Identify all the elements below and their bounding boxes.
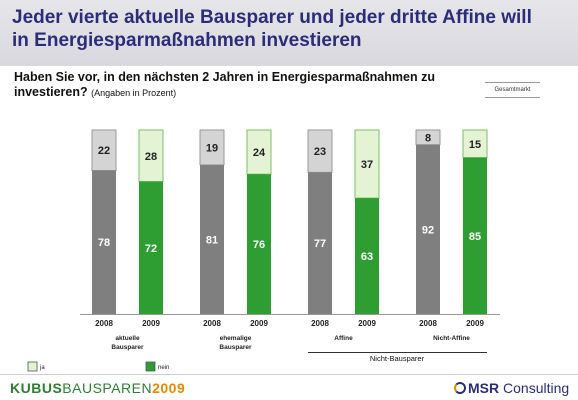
value-label-nein: 92 <box>422 224 434 236</box>
bracket-label: Nicht-Bausparer <box>370 354 425 363</box>
x-tick-label: 2008 <box>419 319 437 328</box>
legend-label-nein: nein <box>158 365 169 371</box>
bar-segment-nein <box>139 181 163 314</box>
value-label-ja: 19 <box>206 142 218 154</box>
bar-segment-nein <box>463 157 487 314</box>
question-text: Haben Sie vor, in den nächsten 2 Jahren … <box>14 70 454 101</box>
bar-segment-ja <box>462 129 488 159</box>
bar-segment-nein <box>200 164 224 314</box>
msr-suffix: Consulting <box>499 380 570 396</box>
bar-segment-ja <box>138 129 164 183</box>
value-label-nein: 85 <box>469 231 481 243</box>
footer-divider <box>0 374 578 375</box>
value-label-ja: 28 <box>145 151 157 163</box>
bar-segment-nein <box>308 172 332 314</box>
value-label-nein: 77 <box>314 238 326 250</box>
value-label-ja: 24 <box>253 147 266 159</box>
total-market-tag: Gesamtmarkt <box>485 82 540 98</box>
value-label-ja: 37 <box>361 159 373 171</box>
group-label: Bausparer <box>219 344 252 351</box>
bar-segment-ja <box>91 129 117 171</box>
bar-segment-ja <box>246 129 272 175</box>
value-label-ja: 8 <box>425 132 431 144</box>
legend-label-ja: ja <box>39 365 45 371</box>
bar-segment-ja <box>354 129 380 199</box>
question-note: (Angaben in Prozent) <box>91 88 177 98</box>
msr-prefix: MSR <box>468 380 500 396</box>
value-label-nein: 76 <box>253 239 265 251</box>
x-tick-label: 2009 <box>142 319 160 328</box>
msr-swirl-icon <box>454 382 466 394</box>
slide-title: Jeder vierte aktuelle Bausparer und jede… <box>12 7 532 51</box>
value-label-nein: 72 <box>145 243 157 255</box>
bar-segment-nein <box>92 170 116 314</box>
x-tick-label: 2008 <box>203 319 221 328</box>
group-label: Nicht-Affine <box>433 335 470 342</box>
bar-segment-nein <box>247 174 271 314</box>
bar-segment-ja <box>307 129 333 173</box>
brand-year: 2009 <box>152 380 186 396</box>
value-label-nein: 63 <box>361 251 373 263</box>
group-label: aktuelle <box>115 335 140 342</box>
legend-swatch-ja <box>27 361 38 372</box>
value-label-ja: 22 <box>98 145 110 157</box>
x-tick-label: 2009 <box>250 319 268 328</box>
x-tick-label: 2008 <box>311 319 329 328</box>
bar-segment-nein <box>355 198 379 314</box>
stacked-bar-chart: 2278200828722009aktuelleBausparer1981200… <box>27 129 500 372</box>
value-label-ja: 15 <box>469 139 481 151</box>
question-main: Haben Sie vor, in den nächsten 2 Jahren … <box>14 70 435 99</box>
bar-segment-ja <box>199 129 225 166</box>
group-label: ehemalige <box>220 335 252 342</box>
x-tick-label: 2009 <box>358 319 376 328</box>
x-tick-label: 2008 <box>95 319 113 328</box>
brand-kubus: KUBUS <box>10 380 63 396</box>
legend-swatch-nein <box>145 361 156 372</box>
brand-bausparen: BAUSPAREN <box>62 380 153 396</box>
x-tick-label: 2009 <box>466 319 484 328</box>
group-label: Affine <box>334 335 353 342</box>
value-label-nein: 81 <box>206 234 218 246</box>
value-label-nein: 78 <box>98 237 110 249</box>
msr-consulting-logo: MSR Consulting <box>454 380 569 396</box>
group-label: Bausparer <box>111 344 144 351</box>
value-label-ja: 23 <box>314 146 326 158</box>
kubus-brand-logo: KUBUSBAUSPAREN2009 <box>10 380 185 396</box>
bar-segment-nein <box>416 144 440 314</box>
title-band <box>0 0 578 66</box>
